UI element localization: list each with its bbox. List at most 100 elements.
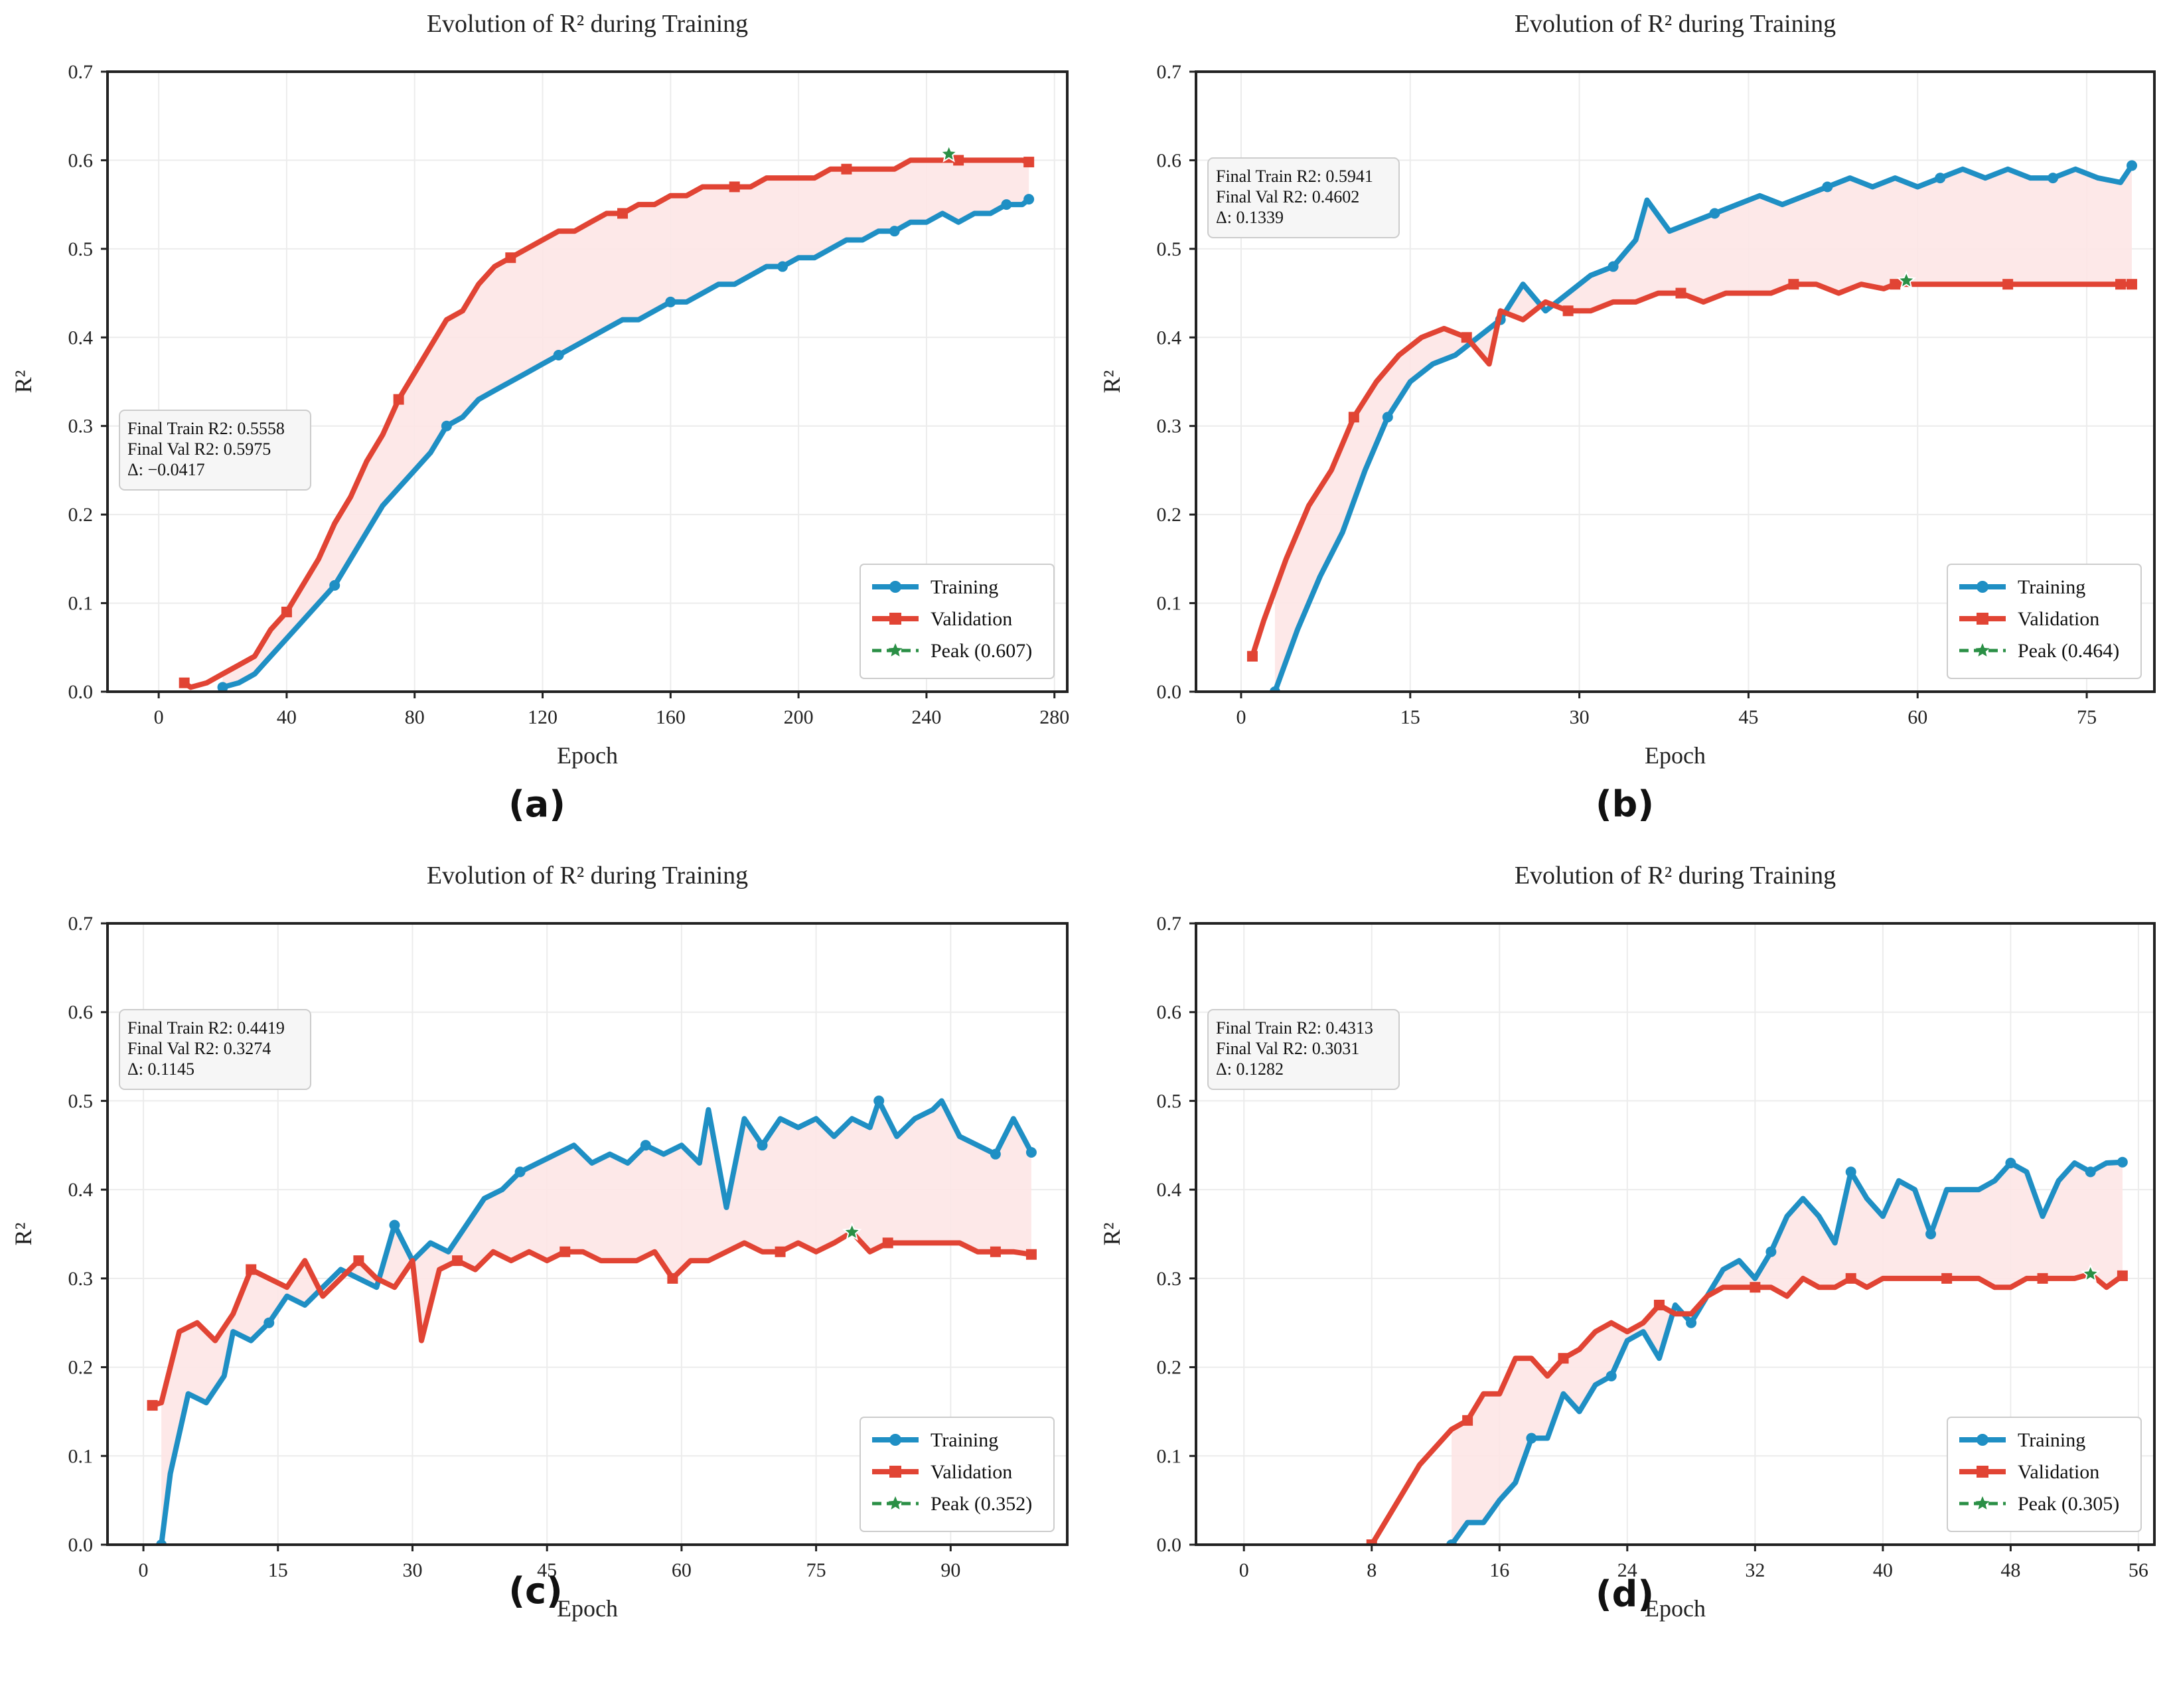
x-tick-label: 160 [656, 706, 686, 728]
training-marker [2127, 160, 2138, 171]
validation-marker [1788, 279, 1799, 290]
y-tick-label: 0.5 [1157, 238, 1182, 260]
legend-peak-marker [1975, 1496, 1990, 1510]
training-marker [2117, 1156, 2128, 1168]
legend-training-label: Training [2018, 1429, 2085, 1451]
validation-marker [1562, 305, 1574, 317]
validation-marker [1246, 651, 1258, 662]
stats-textbox-line: Final Val R2: 0.3031 [1216, 1039, 1359, 1058]
legend-validation-label: Validation [2018, 608, 2099, 630]
gap-fill-area [222, 160, 1029, 688]
x-tick-label: 40 [1873, 1559, 1893, 1581]
stats-textbox-line: Final Train R2: 0.5941 [1216, 167, 1373, 186]
validation-marker [2037, 1273, 2048, 1284]
training-marker [757, 1140, 768, 1151]
chart-panel-2: 0.0 0.1 0.2 0.3 0.4 0.5 0.6 0.7 0 15 30 45 60 75 Evolu… [1098, 10, 2156, 825]
validation-marker [353, 1255, 364, 1267]
validation-line [1369, 1271, 2125, 1545]
axes-frame [1195, 922, 2156, 1546]
y-tick-label: 0.7 [1157, 61, 1182, 83]
y-tick-label: 0.2 [1157, 504, 1182, 526]
training-marker [1765, 1246, 1777, 1257]
y-tick-label: 0.4 [68, 327, 94, 349]
x-tick-label: 30 [1570, 706, 1590, 728]
x-tick-label: 90 [940, 1559, 960, 1581]
x-tick-label: 15 [1400, 706, 1420, 728]
training-line [220, 196, 1032, 690]
training-marker [777, 261, 788, 272]
training-marker [217, 682, 228, 692]
x-axis-label: Epoch [557, 742, 618, 769]
legend-training-label: Training [931, 576, 998, 598]
legend-peak-label: Peak (0.352) [931, 1493, 1032, 1515]
y-tick-label: 0.1 [1157, 593, 1182, 615]
validation-marker [1890, 279, 1901, 290]
legend-peak-marker [888, 1496, 903, 1510]
training-marker [2005, 1158, 2016, 1169]
peak-star-marker [842, 1221, 862, 1241]
validation-line [149, 1229, 1034, 1409]
validation-marker [729, 181, 740, 193]
stats-textbox-line: Δ: −0.0417 [127, 460, 205, 479]
stats-textbox [1207, 1009, 1400, 1090]
validation-marker [147, 1400, 158, 1411]
stats-textbox-line: Δ: 0.1339 [1216, 208, 1284, 227]
stats-textbox-line: Final Train R2: 0.4419 [127, 1018, 285, 1038]
legend-training-marker [889, 1434, 901, 1446]
x-tick-label: 80 [405, 706, 425, 728]
x-tick-label: 120 [528, 706, 558, 728]
x-tick-label: 75 [806, 1559, 826, 1581]
y-tick-label: 0.0 [68, 1534, 94, 1556]
y-tick-label: 0.0 [1157, 1534, 1182, 1556]
stats-textbox-line: Final Train R2: 0.5558 [127, 419, 285, 438]
x-tick-label: 40 [277, 706, 297, 728]
training-line [159, 1098, 1034, 1545]
validation-marker [505, 252, 516, 264]
x-tick-label: 32 [1745, 1559, 1765, 1581]
panel-label: (c) [508, 1570, 562, 1612]
legend-peak-label: Peak (0.607) [931, 640, 1032, 662]
x-tick-label: 75 [2077, 706, 2097, 728]
x-tick-label: 45 [1738, 706, 1758, 728]
axes-frame [106, 70, 1069, 693]
x-tick-label: 30 [402, 1559, 422, 1581]
training-marker [1935, 173, 1946, 184]
training-marker [553, 349, 564, 360]
chart-panel-4: 0.0 0.1 0.2 0.3 0.4 0.5 0.6 0.7 0 8 16 24 32 40 48 56 Ev… [1098, 862, 2156, 1622]
y-axis-label: R² [10, 1223, 37, 1246]
stats-textbox [1207, 157, 1400, 238]
stats-textbox-line: Final Val R2: 0.4602 [1216, 187, 1359, 206]
validation-marker [452, 1255, 463, 1267]
training-marker [889, 226, 900, 237]
stats-textbox [119, 410, 311, 491]
legend-validation-label: Validation [2018, 1461, 2099, 1483]
gap-fill-area [1274, 165, 2132, 692]
y-axis-label: R² [1098, 370, 1125, 394]
y-tick-label: 0.7 [68, 913, 94, 935]
y-tick-label: 0.3 [68, 1268, 94, 1290]
training-marker [1608, 261, 1619, 272]
chart-title: Evolution of R² during Training [1515, 10, 1836, 38]
validation-marker [393, 394, 404, 405]
legend-peak-marker [1975, 643, 1990, 657]
y-tick-label: 0.4 [68, 1179, 94, 1201]
validation-marker [1653, 1299, 1665, 1310]
validation-marker [953, 155, 964, 166]
training-marker [1925, 1229, 1937, 1239]
validation-marker [1025, 1249, 1037, 1260]
x-tick-label: 280 [1039, 706, 1069, 728]
y-tick-label: 0.1 [68, 1445, 94, 1467]
y-tick-label: 0.0 [68, 681, 94, 703]
gap-fill-area [1452, 1162, 2123, 1545]
legend-validation-label: Validation [931, 608, 1012, 630]
x-tick-label: 240 [911, 706, 941, 728]
validation-marker [617, 208, 629, 219]
x-tick-label: 48 [2000, 1559, 2020, 1581]
y-tick-label: 0.3 [1157, 416, 1182, 437]
stats-textbox-line: Final Val R2: 0.3274 [127, 1039, 271, 1058]
panel-label: (a) [508, 783, 565, 825]
plot-area [1246, 160, 2138, 692]
peak-star-marker [938, 143, 959, 163]
chart-title: Evolution of R² during Training [1515, 862, 1836, 890]
training-marker [441, 420, 452, 431]
